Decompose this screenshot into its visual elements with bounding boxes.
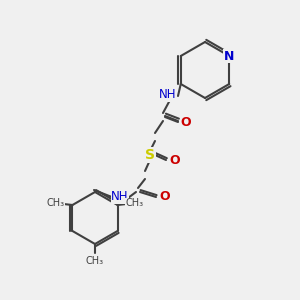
Text: CH₃: CH₃ [86,256,104,266]
Text: CH₃: CH₃ [125,198,144,208]
Text: NH: NH [111,190,129,203]
Text: S: S [145,148,155,162]
Text: N: N [224,50,234,62]
Text: CH₃: CH₃ [46,198,64,208]
Text: O: O [181,116,191,128]
Text: NH: NH [159,88,177,101]
Text: O: O [160,190,170,203]
Text: O: O [170,154,180,166]
